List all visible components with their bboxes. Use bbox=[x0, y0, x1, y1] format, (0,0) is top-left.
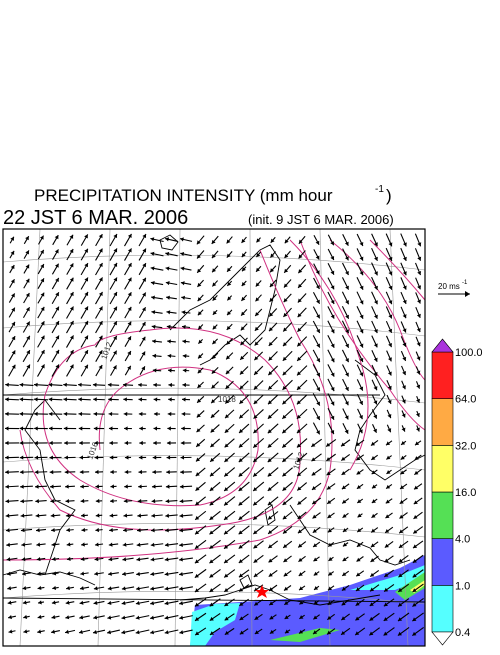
colorbar-segment bbox=[432, 352, 453, 399]
colorbar-under bbox=[432, 632, 453, 645]
title-exponent: -1 bbox=[375, 184, 384, 195]
wind-scale-label: 20 ms bbox=[438, 282, 460, 291]
colorbar-label: 100.0 bbox=[455, 347, 483, 359]
colorbar-segment bbox=[432, 539, 453, 586]
colorbar-segment bbox=[432, 492, 453, 539]
colorbar-label: 0.4 bbox=[455, 627, 470, 639]
valid-time: 22 JST 6 MAR. 2006 bbox=[3, 207, 188, 229]
colorbar-over bbox=[432, 339, 453, 352]
title-close: ) bbox=[386, 186, 392, 205]
colorbar-segment bbox=[432, 585, 453, 632]
colorbar-label: 1.0 bbox=[455, 580, 470, 592]
colorbar-segment bbox=[432, 445, 453, 492]
colorbar-label: 32.0 bbox=[455, 440, 476, 452]
colorbar-label: 16.0 bbox=[455, 487, 476, 499]
colorbar-segment bbox=[432, 399, 453, 446]
map-area: 1012 1016 1018 1012 bbox=[3, 229, 425, 646]
colorbar-label: 64.0 bbox=[455, 394, 476, 406]
colorbar: 0.4 1.0 4.0 16.0 32.0 64.0 100.0 bbox=[432, 339, 483, 645]
init-time: (init. 9 JST 6 MAR. 2006) bbox=[248, 212, 394, 227]
title: PRECIPITATION INTENSITY (mm hour bbox=[34, 186, 333, 205]
colorbar-label: 4.0 bbox=[455, 534, 470, 546]
wind-scale-exponent: -1 bbox=[462, 280, 468, 286]
wind-scale-arrowhead bbox=[465, 291, 470, 297]
